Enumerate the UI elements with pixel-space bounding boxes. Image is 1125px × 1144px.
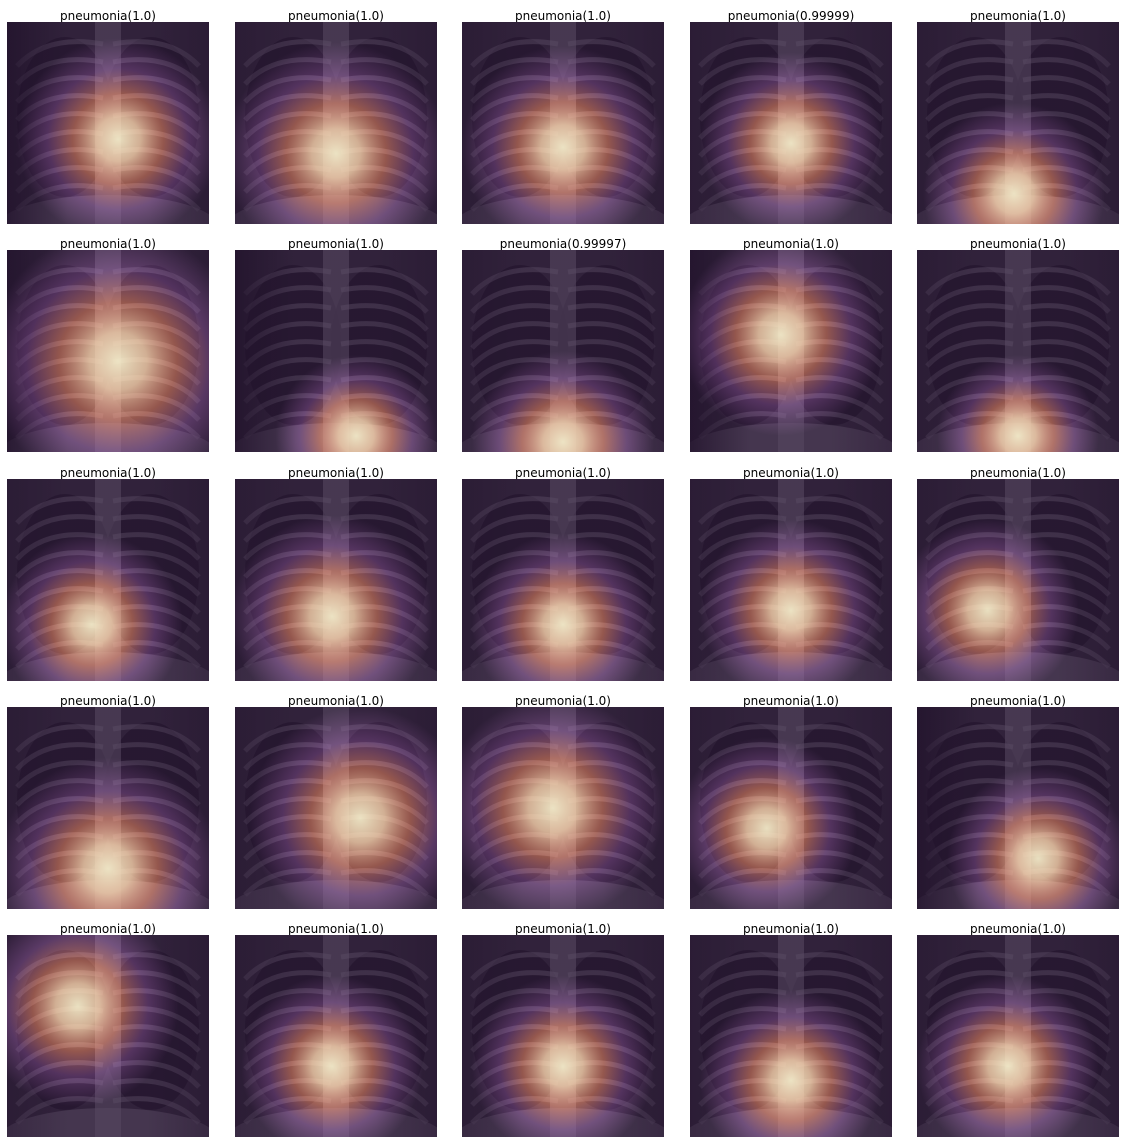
panel-title: pneumonia(1.0) — [515, 694, 611, 708]
panel-title: pneumonia(1.0) — [515, 466, 611, 480]
xray-heatmap-image — [690, 22, 892, 224]
heatmap-panel: pneumonia(1.0) — [462, 917, 664, 1137]
xray-heatmap-image — [690, 935, 892, 1137]
panel-title: pneumonia(1.0) — [60, 922, 156, 936]
panel-title: pneumonia(1.0) — [515, 922, 611, 936]
heatmap-panel: pneumonia(1.0) — [917, 689, 1119, 909]
panel-title: pneumonia(1.0) — [743, 466, 839, 480]
panel-title: pneumonia(1.0) — [970, 922, 1066, 936]
xray-heatmap-image — [7, 935, 209, 1137]
heatmap-panel: pneumonia(1.0) — [7, 689, 209, 909]
panel-title: pneumonia(0.99999) — [727, 9, 855, 23]
xray-heatmap-image — [235, 250, 437, 452]
heatmap-panel: pneumonia(1.0) — [235, 232, 437, 452]
panel-title: pneumonia(1.0) — [970, 694, 1066, 708]
heatmap-panel: pneumonia(1.0) — [462, 4, 664, 224]
xray-heatmap-image — [235, 935, 437, 1137]
xray-heatmap-image — [7, 707, 209, 909]
heatmap-panel: pneumonia(1.0) — [690, 689, 892, 909]
heatmap-panel: pneumonia(1.0) — [235, 917, 437, 1137]
panel-title: pneumonia(1.0) — [60, 694, 156, 708]
xray-heatmap-image — [235, 479, 437, 681]
panel-title: pneumonia(1.0) — [288, 922, 384, 936]
panel-title: pneumonia(1.0) — [60, 237, 156, 251]
heatmap-panel: pneumonia(1.0) — [690, 232, 892, 452]
panel-title: pneumonia(1.0) — [515, 9, 611, 23]
xray-heatmap-image — [235, 22, 437, 224]
heatmap-panel: pneumonia(1.0) — [462, 689, 664, 909]
xray-heatmap-image — [917, 707, 1119, 909]
panel-title: pneumonia(0.99997) — [499, 237, 627, 251]
heatmap-panel: pneumonia(1.0) — [7, 917, 209, 1137]
heatmap-panel: pneumonia(0.99997) — [462, 232, 664, 452]
panel-title: pneumonia(1.0) — [743, 237, 839, 251]
xray-heatmap-image — [917, 22, 1119, 224]
heatmap-panel: pneumonia(1.0) — [7, 232, 209, 452]
xray-heatmap-image — [7, 22, 209, 224]
xray-heatmap-image — [917, 479, 1119, 681]
panel-title: pneumonia(1.0) — [970, 9, 1066, 23]
heatmap-panel: pneumonia(1.0) — [7, 461, 209, 681]
heatmap-panel: pneumonia(1.0) — [690, 461, 892, 681]
panel-title: pneumonia(1.0) — [970, 237, 1066, 251]
xray-heatmap-image — [917, 935, 1119, 1137]
panel-title: pneumonia(1.0) — [288, 237, 384, 251]
heatmap-panel: pneumonia(1.0) — [917, 232, 1119, 452]
heatmap-panel: pneumonia(1.0) — [690, 917, 892, 1137]
xray-heatmap-image — [690, 479, 892, 681]
heatmap-panel: pneumonia(1.0) — [917, 917, 1119, 1137]
xray-heatmap-image — [462, 479, 664, 681]
heatmap-panel: pneumonia(1.0) — [235, 461, 437, 681]
heatmap-panel: pneumonia(1.0) — [235, 689, 437, 909]
panel-title: pneumonia(1.0) — [288, 694, 384, 708]
xray-heatmap-image — [7, 250, 209, 452]
panel-title: pneumonia(1.0) — [970, 466, 1066, 480]
xray-heatmap-image — [462, 935, 664, 1137]
xray-heatmap-image — [917, 250, 1119, 452]
panel-title: pneumonia(1.0) — [288, 466, 384, 480]
panel-title: pneumonia(1.0) — [743, 694, 839, 708]
panel-title: pneumonia(1.0) — [743, 922, 839, 936]
xray-heatmap-image — [462, 22, 664, 224]
xray-heatmap-image — [462, 707, 664, 909]
xray-heatmap-image — [7, 479, 209, 681]
panel-title: pneumonia(1.0) — [288, 9, 384, 23]
heatmap-panel: pneumonia(1.0) — [917, 4, 1119, 224]
xray-heatmap-image — [235, 707, 437, 909]
heatmap-panel: pneumonia(0.99999) — [690, 4, 892, 224]
xray-heatmap-image — [462, 250, 664, 452]
panel-title: pneumonia(1.0) — [60, 466, 156, 480]
panel-title: pneumonia(1.0) — [60, 9, 156, 23]
heatmap-panel: pneumonia(1.0) — [7, 4, 209, 224]
heatmap-panel: pneumonia(1.0) — [462, 461, 664, 681]
heatmap-panel: pneumonia(1.0) — [235, 4, 437, 224]
xray-heatmap-image — [690, 707, 892, 909]
heatmap-panel: pneumonia(1.0) — [917, 461, 1119, 681]
xray-heatmap-image — [690, 250, 892, 452]
